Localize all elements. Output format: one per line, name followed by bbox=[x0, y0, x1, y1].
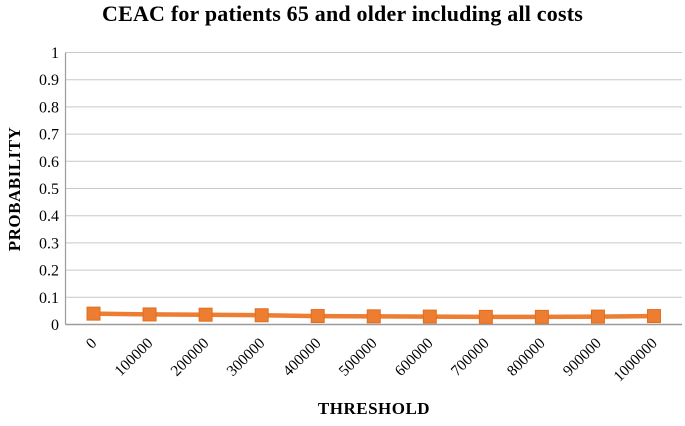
data-point-marker bbox=[142, 307, 157, 322]
y-tick-label: 0.6 bbox=[39, 154, 59, 171]
x-tick-label: 700000 bbox=[448, 335, 493, 380]
x-tick-label: 1000000 bbox=[610, 335, 661, 386]
y-tick-label: 0.9 bbox=[39, 72, 59, 89]
data-point-marker bbox=[478, 309, 493, 324]
x-axis-title: THRESHOLD bbox=[317, 399, 431, 418]
y-tick-label: 0 bbox=[51, 317, 59, 334]
x-tick-label: 800000 bbox=[504, 335, 549, 380]
y-tick-label: 1 bbox=[51, 45, 59, 62]
y-tick-label: 0.5 bbox=[39, 181, 59, 198]
x-tick-label: 600000 bbox=[392, 335, 437, 380]
x-tick-label: 500000 bbox=[336, 335, 381, 380]
x-tick-label: 400000 bbox=[280, 335, 325, 380]
chart-title: CEAC for patients 65 and older including… bbox=[101, 1, 584, 26]
y-tick-label: 0.4 bbox=[39, 208, 59, 225]
x-tick-label: 0 bbox=[83, 335, 101, 353]
x-tick-label: 100000 bbox=[111, 335, 156, 380]
y-tick-label: 0.8 bbox=[39, 99, 59, 116]
data-point-marker bbox=[310, 309, 325, 324]
y-tick-label: 0.1 bbox=[39, 290, 59, 307]
data-point-marker bbox=[366, 309, 381, 324]
data-point-marker bbox=[86, 306, 101, 321]
data-point-marker bbox=[198, 307, 213, 322]
y-tick-label: 0.3 bbox=[39, 235, 59, 252]
y-tick-label: 0.2 bbox=[39, 263, 59, 280]
data-point-marker bbox=[254, 308, 269, 323]
x-tick-label: 300000 bbox=[224, 335, 269, 380]
data-point-marker bbox=[534, 309, 549, 324]
data-point-marker bbox=[646, 309, 661, 324]
x-tick-label: 900000 bbox=[560, 335, 605, 380]
data-point-marker bbox=[590, 309, 605, 324]
y-tick-label: 0.7 bbox=[39, 127, 59, 144]
x-tick-label: 200000 bbox=[168, 335, 213, 380]
data-point-marker bbox=[422, 309, 437, 324]
